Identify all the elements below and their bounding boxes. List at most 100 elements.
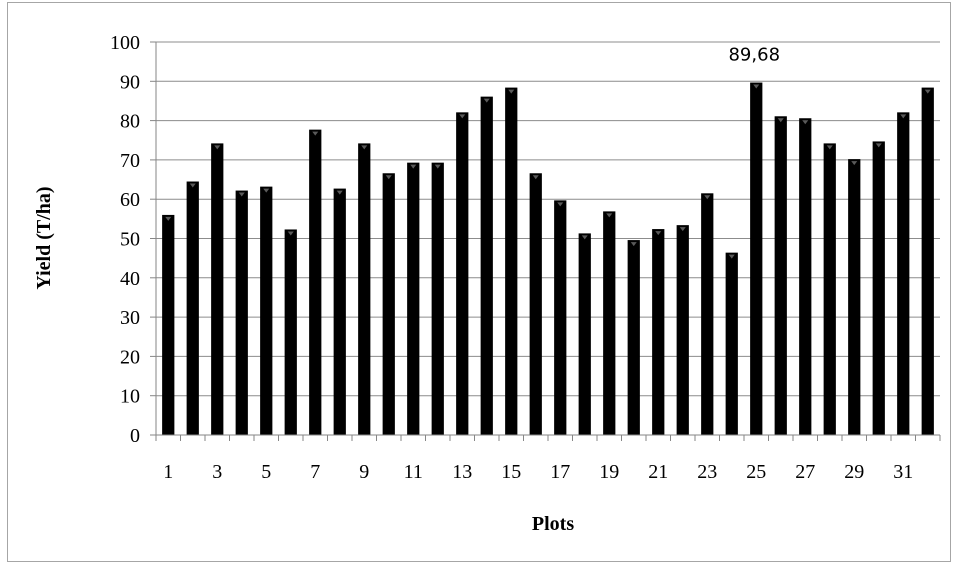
bar: [750, 82, 763, 435]
x-tick-label: 5: [261, 461, 271, 483]
bar: [725, 252, 738, 435]
bar-top-marker: [900, 114, 907, 119]
bar: [652, 229, 665, 435]
bar: [505, 87, 518, 435]
bar: [186, 181, 199, 435]
x-tick-label: 19: [599, 461, 619, 483]
bar: [382, 173, 395, 435]
bar-top-marker: [189, 183, 196, 188]
bar: [848, 159, 861, 435]
x-tick-label: 15: [501, 461, 521, 483]
bar: [799, 118, 812, 435]
x-tick-label: 17: [550, 461, 570, 483]
y-tick-label: 60: [120, 189, 140, 211]
bar-top-marker: [410, 164, 417, 169]
bar-top-marker: [483, 98, 490, 103]
bar-top-marker: [361, 145, 368, 150]
bar: [284, 229, 297, 435]
x-tick-label: 1: [163, 461, 173, 483]
y-tick-label: 0: [130, 425, 140, 447]
bar: [603, 211, 616, 435]
bar-top-marker: [728, 254, 735, 259]
bar-top-marker: [287, 231, 294, 236]
x-tick-label: 11: [404, 461, 423, 483]
x-tick-label: 21: [648, 461, 668, 483]
bar: [309, 129, 322, 435]
bar: [578, 233, 591, 435]
bar: [480, 96, 493, 435]
y-tick-label: 80: [120, 111, 140, 133]
bar: [211, 143, 224, 436]
bar: [676, 225, 689, 435]
x-tick-labels: 1 3 5 7 9 11 13 15 17 19 21 23 25 27 29 31: [163, 461, 913, 483]
bar-top-marker: [238, 192, 245, 197]
bar: [260, 186, 273, 435]
y-tick-label: 70: [120, 150, 140, 172]
bar-top-marker: [753, 84, 760, 89]
y-tick-label: 40: [120, 268, 140, 290]
bar-top-marker: [312, 131, 319, 136]
bar-top-marker: [802, 120, 809, 125]
bar: [627, 240, 640, 435]
gridlines: [156, 41, 940, 397]
bars: [162, 82, 934, 436]
bar-top-marker: [581, 235, 588, 240]
bar-top-marker: [655, 231, 662, 236]
bar-top-marker: [459, 114, 466, 119]
y-tick-label: 100: [110, 32, 140, 54]
x-tick-label: 31: [893, 461, 913, 483]
bar: [897, 112, 910, 436]
bar: [554, 200, 567, 435]
bar: [774, 116, 787, 435]
bar-top-marker: [557, 202, 564, 207]
bar: [701, 193, 714, 435]
axes: [150, 41, 941, 441]
bar: [921, 87, 934, 435]
bar: [431, 162, 444, 435]
bar: [456, 112, 469, 436]
y-tick-label: 10: [120, 386, 140, 408]
bar: [162, 214, 175, 435]
bar: [358, 143, 371, 436]
bar: [529, 173, 542, 435]
x-tick-label: 25: [746, 461, 766, 483]
bar-top-marker: [532, 175, 539, 180]
y-tick-label: 30: [120, 307, 140, 329]
y-tick-label: 50: [120, 229, 140, 251]
bar-top-marker: [165, 216, 172, 221]
x-tick-label: 23: [697, 461, 717, 483]
bar-top-marker: [704, 195, 711, 200]
data-label: 89,68: [728, 45, 780, 66]
bar-top-marker: [336, 190, 343, 195]
data-labels: 89,68: [728, 45, 780, 66]
bar-top-marker: [679, 227, 686, 232]
bar: [407, 162, 420, 435]
x-axis-title: Plots: [532, 513, 574, 535]
bar-top-marker: [826, 145, 833, 150]
y-tick-label: 20: [120, 346, 140, 368]
bar: [333, 188, 346, 435]
y-tick-labels: 0 10 20 30 40 50 60 70 80 90 100: [110, 32, 140, 447]
bar-top-marker: [777, 118, 784, 123]
bar-top-marker: [508, 89, 515, 94]
bar-top-marker: [851, 161, 858, 166]
bar-top-marker: [606, 213, 613, 218]
bar-top-marker: [875, 143, 882, 148]
bar: [235, 190, 248, 435]
x-tick-label: 9: [359, 461, 369, 483]
y-axis-title: Yield (T/ha): [33, 186, 55, 289]
bar-top-marker: [263, 188, 270, 193]
bar-top-marker: [434, 164, 441, 169]
bar-top-marker: [385, 175, 392, 180]
bar-top-marker: [924, 89, 931, 94]
bar: [872, 141, 885, 435]
x-tick-label: 29: [844, 461, 864, 483]
bar: [823, 143, 836, 436]
bar-top-marker: [214, 145, 221, 150]
x-tick-label: 7: [310, 461, 320, 483]
x-tick-label: 3: [212, 461, 222, 483]
x-tick-label: 27: [795, 461, 815, 483]
y-tick-label: 90: [120, 71, 140, 93]
x-tick-label: 13: [452, 461, 472, 483]
